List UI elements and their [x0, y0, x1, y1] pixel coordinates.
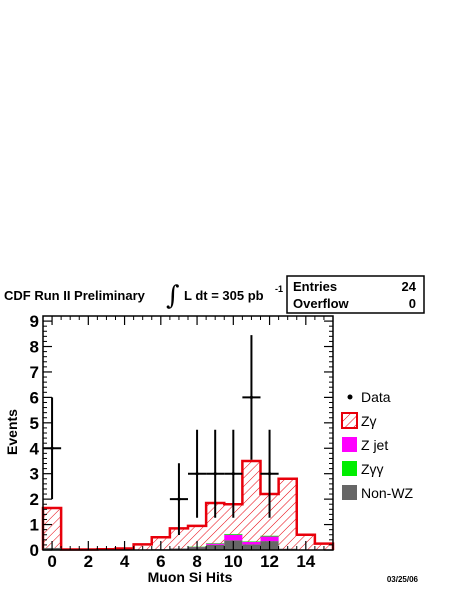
z-jet-bar — [206, 543, 225, 545]
legend-label: Data — [361, 389, 391, 405]
legend-swatch — [342, 461, 357, 476]
data-point — [213, 472, 217, 476]
zgamma-bar — [43, 508, 62, 550]
y-tick-label: 4 — [30, 439, 40, 458]
zgamma-bar — [169, 528, 188, 550]
y-tick-label: 2 — [30, 490, 39, 509]
y-tick-label: 5 — [30, 414, 39, 433]
y-tick-label: 7 — [30, 363, 39, 382]
x-axis-label: Muon Si Hits — [148, 569, 233, 585]
zgamma-bar — [242, 460, 261, 550]
entries-value: 24 — [402, 279, 417, 294]
y-tick-label: 3 — [30, 465, 39, 484]
legend-label: Zγγ — [361, 461, 384, 477]
z-gamma-gamma-bar — [206, 543, 225, 544]
x-tick-label: 0 — [47, 552, 56, 571]
luminosity-exponent: -1 — [275, 284, 283, 294]
z-gamma-gamma-bar — [242, 541, 261, 542]
legend-swatch — [342, 437, 357, 452]
x-tick-label: 8 — [192, 552, 201, 571]
legend-swatch-zgamma — [341, 412, 358, 429]
y-tick-label: 6 — [30, 388, 39, 407]
x-tick-label: 14 — [296, 552, 315, 571]
data-point — [195, 472, 199, 476]
z-jet-bar — [242, 541, 261, 545]
date-stamp: 03/25/06 — [387, 575, 419, 584]
data-point — [249, 395, 254, 399]
legend-swatch — [342, 485, 357, 500]
z-jet-bar — [260, 536, 279, 542]
legend-label: Zγ — [361, 413, 377, 429]
y-tick-label: 1 — [30, 516, 39, 535]
legend-marker-data — [347, 394, 353, 400]
legend-item: Zγγ — [342, 461, 384, 477]
integral-sign: ∫ — [166, 281, 180, 311]
data-points-layer — [43, 335, 279, 535]
x-tick-label: 4 — [120, 552, 130, 571]
data-point — [177, 497, 181, 501]
data-point — [50, 446, 54, 450]
luminosity-text: L dt = 305 pb — [184, 288, 264, 303]
z-gamma-gamma-bar — [224, 533, 243, 535]
zgamma-bar — [206, 502, 225, 550]
x-tick-label: 6 — [156, 552, 165, 571]
entries-label: Entries — [293, 279, 337, 294]
legend-item: Non-WZ — [342, 485, 414, 501]
data-point — [267, 472, 272, 476]
legend-label: Z jet — [361, 437, 388, 453]
overflow-label: Overflow — [293, 296, 350, 311]
zgamma-bar — [188, 525, 207, 550]
x-tick-label: 10 — [224, 552, 243, 571]
y-tick-label: 9 — [30, 312, 39, 331]
header-title: CDF Run II Preliminary — [4, 288, 146, 303]
z-jet-bar — [224, 534, 243, 541]
y-axis-label: Events — [4, 409, 20, 455]
stats-box: Entries 24 Overflow 0 — [286, 275, 425, 314]
legend-label: Non-WZ — [361, 485, 414, 501]
overflow-value: 0 — [409, 296, 416, 311]
zgamma-bar — [278, 478, 297, 550]
legend-item: Data — [347, 389, 391, 405]
y-tick-label: 0 — [30, 541, 39, 560]
legend: Data Zγ Z jet Zγγ Non-WZ — [341, 389, 414, 501]
x-tick-label: 2 — [84, 552, 93, 571]
x-tick-label: 12 — [260, 552, 279, 571]
legend-item: Zγ — [341, 412, 377, 429]
z-gamma-gamma-bar — [260, 535, 279, 537]
legend-item: Z jet — [342, 437, 388, 453]
y-tick-label: 8 — [30, 338, 39, 357]
data-point — [231, 472, 235, 476]
